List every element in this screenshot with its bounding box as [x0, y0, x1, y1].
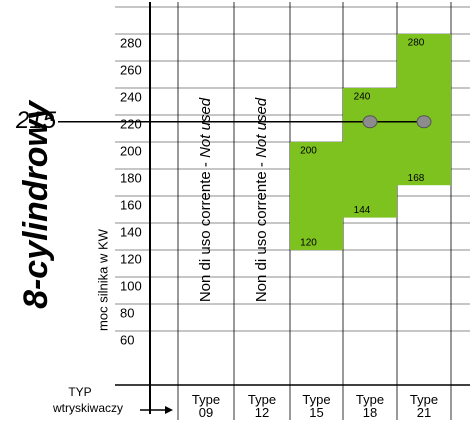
y-tick-label: 240: [120, 89, 142, 104]
not-used-emphasis: Not used: [253, 97, 270, 158]
x-axis-label: wtryskiwaczy: [52, 401, 123, 415]
y-tick-label: 260: [120, 62, 142, 77]
not-used-note: Non di uso corrente - Not used: [253, 97, 270, 302]
value-label: 240: [354, 92, 371, 103]
arrow-head: [165, 406, 173, 414]
reference-marker: [362, 115, 378, 129]
value-label: 144: [354, 205, 371, 216]
x-tick-label: Type 18: [355, 392, 385, 420]
not-used-text: Non di uso corrente -: [197, 158, 214, 302]
x-tick-label: Type 12: [247, 392, 277, 420]
y-tick-label: 100: [120, 278, 142, 293]
bar: [397, 34, 451, 186]
y-tick-label: 200: [120, 143, 142, 158]
reference-marker: [416, 115, 432, 129]
value-label: 200: [300, 146, 317, 157]
value-label: 280: [408, 38, 425, 49]
y-tick-label: 140: [120, 224, 142, 239]
value-label: 168: [408, 173, 425, 184]
y-tick-label: 60: [120, 332, 134, 347]
value-label: 120: [300, 238, 317, 249]
not-used-text: Non di uso corrente -: [253, 158, 270, 302]
x-tick-label: Type 21: [409, 392, 439, 420]
bar: [343, 88, 397, 218]
y-tick-label: 80: [120, 305, 134, 320]
chart-title: 8-cylindrowy: [17, 99, 55, 309]
x-tick-label: Type 09: [191, 392, 221, 420]
x-tick-label: Type 15: [302, 392, 331, 420]
x-axis-label: TYP: [68, 385, 91, 399]
not-used-emphasis: Not used: [197, 97, 214, 158]
bar: [290, 142, 343, 250]
y-tick-label: 180: [120, 170, 142, 185]
y-axis-label: moc silnika w KW: [95, 228, 110, 331]
reference-label: 215: [15, 107, 57, 134]
not-used-note: Non di uso corrente - Not used: [197, 97, 214, 302]
y-tick-label: 280: [120, 35, 142, 50]
y-tick-label: 160: [120, 197, 142, 212]
y-tick-label: 220: [120, 116, 142, 131]
y-tick-label: 120: [120, 251, 142, 266]
